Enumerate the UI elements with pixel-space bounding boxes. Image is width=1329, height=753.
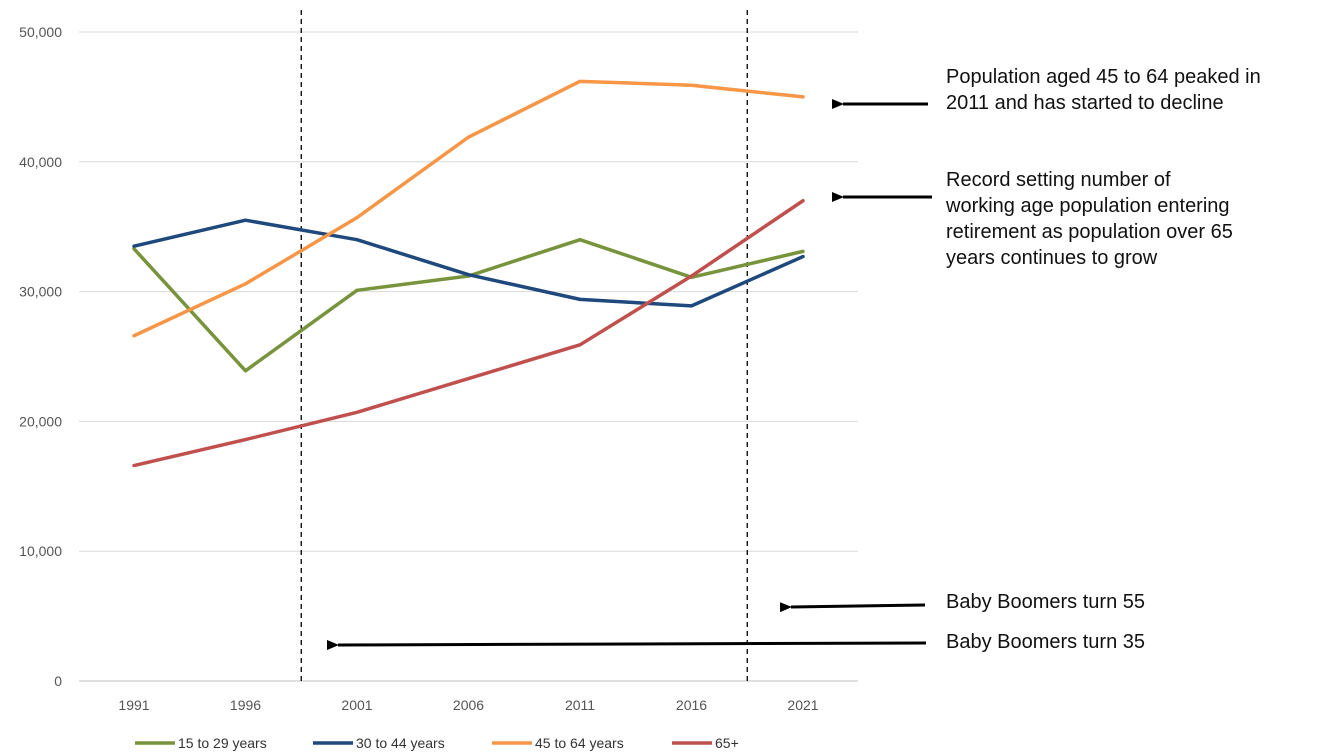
data-point [801,249,805,253]
series-line [132,79,805,338]
data-point [690,274,693,278]
annotation-peak-line2: 2011 and has started to decline [946,92,1224,114]
annotation-retirement: Record setting number of working age pop… [946,167,1233,271]
reference-lines [300,10,748,681]
x-axis: 1991 1996 2001 2006 2011 2016 2021 [118,697,818,713]
x-tick-label: 1996 [230,697,261,713]
data-series [132,79,805,468]
annotation-retirement-line3: retirement as population over 65 [946,221,1233,243]
data-point [690,304,693,308]
x-tick-label: 2021 [787,697,818,713]
annotation-peak-line1: Population aged 45 to 64 peaked in [946,66,1261,88]
y-tick-label: 30,000 [19,284,62,300]
annotation-arrows [326,99,932,651]
series-line [132,218,805,308]
data-point [467,135,470,139]
series-line [132,237,805,373]
x-tick-label: 2011 [565,697,595,713]
data-point [690,83,693,87]
data-point [355,410,359,414]
arrow-boomers-55 [779,602,926,613]
data-point [801,255,805,259]
data-point [132,244,136,248]
legend-label: 30 to 44 years [356,735,445,751]
annotation-retirement-line4: years continues to grow [946,247,1158,269]
data-point [801,95,805,99]
legend-label: 65+ [715,735,739,751]
legend: 15 to 29 years 30 to 44 years 45 to 64 yea… [135,735,739,751]
data-point [132,247,136,251]
annotation-peak: Population aged 45 to 64 peaked in 2011 … [946,64,1261,116]
x-tick-label: 2006 [453,697,484,713]
x-tick-label: 2001 [341,697,372,713]
annotation-retirement-line2: working age population entering [946,195,1230,217]
data-point [578,297,582,301]
data-point [132,464,136,468]
y-axis: 0 10,000 20,000 30,000 40,000 50,000 [19,24,62,689]
data-point [467,377,470,381]
series-line [132,198,805,468]
y-tick-label: 0 [54,673,62,689]
x-tick-label: 2016 [676,697,707,713]
data-point [244,438,247,442]
y-tick-label: 40,000 [19,154,62,170]
data-point [578,238,582,242]
data-point [132,334,136,338]
y-tick-label: 20,000 [19,413,62,429]
x-tick-label: 1991 [118,697,149,713]
data-point [244,282,247,286]
data-point [578,343,582,347]
data-point [244,369,247,373]
data-point [467,273,470,277]
annotation-boomers-55: Baby Boomers turn 55 [946,591,1145,613]
y-tick-label: 10,000 [19,543,62,559]
gridlines [79,31,858,682]
data-point [355,238,359,242]
y-tick-label: 50,000 [19,24,62,40]
data-point [355,288,359,292]
annotation-boomers-35: Baby Boomers turn 35 [946,631,1145,653]
arrow-boomers-35 [326,640,927,651]
annotation-retirement-line1: Record setting number of [946,169,1171,191]
legend-label: 45 to 64 years [535,735,624,751]
data-point [578,79,582,83]
data-point [355,216,359,220]
data-point [801,199,805,203]
data-point [244,218,247,222]
legend-label: 15 to 29 years [178,735,267,751]
